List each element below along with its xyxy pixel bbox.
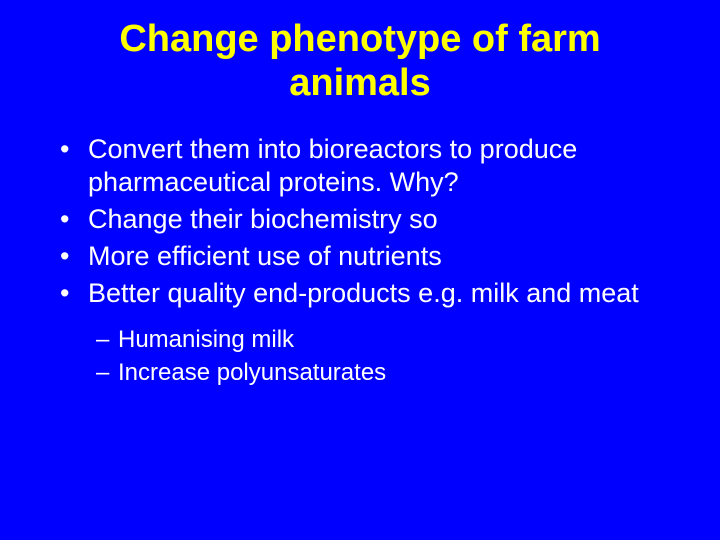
bullet-item: Change their biochemistry so bbox=[60, 203, 680, 236]
sub-bullet-list: Humanising milk Increase polyunsaturates bbox=[96, 324, 680, 388]
bullet-item: More efficient use of nutrients bbox=[60, 240, 680, 273]
bullet-item: Convert them into bioreactors to produce… bbox=[60, 133, 680, 199]
bullet-item: Better quality end-products e.g. milk an… bbox=[60, 277, 680, 310]
sub-bullet-item: Humanising milk bbox=[96, 324, 680, 355]
sub-bullet-item: Increase polyunsaturates bbox=[96, 357, 680, 388]
slide-title: Change phenotype of farm animals bbox=[40, 18, 680, 105]
slide: Change phenotype of farm animals Convert… bbox=[0, 0, 720, 540]
bullet-list: Convert them into bioreactors to produce… bbox=[60, 133, 680, 310]
